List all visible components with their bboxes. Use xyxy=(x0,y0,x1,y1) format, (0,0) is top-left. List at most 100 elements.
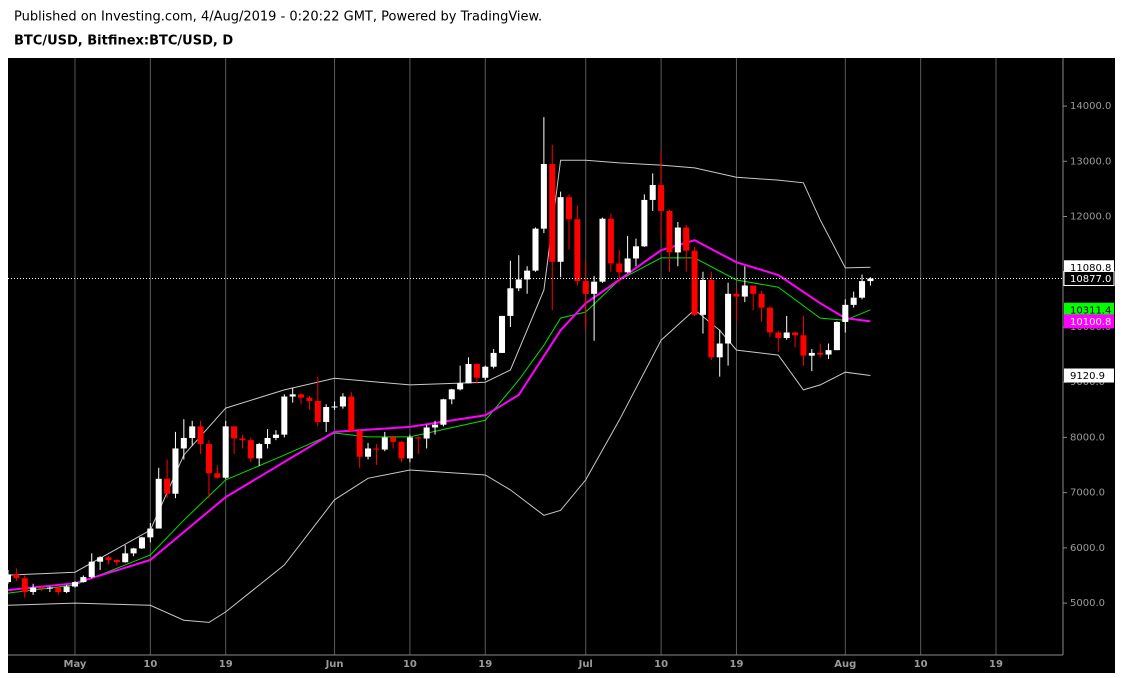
candle-body xyxy=(783,332,790,338)
axes: May 10 19 Jun 10 19 Jul 10 19 Aug 10 19 5000.0 6000.0… xyxy=(64,101,1115,670)
y-tick-label: 6000.0 xyxy=(1070,543,1105,554)
y-tick-label: 13000.0 xyxy=(1070,156,1111,167)
candle-body xyxy=(80,577,87,583)
candle-body xyxy=(381,437,388,450)
candle-body xyxy=(482,366,489,378)
x-tick-label: 10 xyxy=(143,659,157,670)
candle-body xyxy=(524,270,531,280)
candle-body xyxy=(800,335,807,356)
indicator-line xyxy=(8,239,871,592)
candle-body xyxy=(699,280,706,315)
candle-body xyxy=(465,363,472,384)
candle-body xyxy=(105,557,112,561)
x-tick-label: 19 xyxy=(478,659,492,670)
candle-body xyxy=(741,285,748,297)
candle-body xyxy=(298,394,305,398)
candle-body xyxy=(373,448,380,450)
candle-body xyxy=(691,250,698,315)
price-tag-label: 11080.8 xyxy=(1070,263,1111,274)
candle-body xyxy=(264,437,271,445)
candle-body xyxy=(775,332,782,338)
candle-body xyxy=(180,437,187,449)
candle-body xyxy=(423,427,430,439)
candle-body xyxy=(256,444,263,459)
candle-body xyxy=(122,553,129,563)
candle-body xyxy=(197,426,204,445)
candle-body xyxy=(616,263,623,273)
x-tick-label: Jul xyxy=(578,659,593,670)
x-tick-label: 19 xyxy=(219,659,233,670)
candle-body xyxy=(792,332,799,336)
candle-body xyxy=(532,228,539,271)
candle-body xyxy=(323,407,330,422)
candle-body xyxy=(448,389,455,400)
candle-body xyxy=(348,396,355,431)
candle-body xyxy=(289,394,296,397)
candle-body xyxy=(46,587,53,589)
candle-body xyxy=(708,280,715,358)
candle-body xyxy=(766,307,773,333)
candle-body xyxy=(591,281,598,294)
candle-body xyxy=(205,444,212,474)
candle-body xyxy=(172,448,179,494)
indicator-line xyxy=(8,257,871,594)
candle-body xyxy=(716,343,723,358)
y-tick-label: 8000.0 xyxy=(1070,432,1105,443)
x-tick-label: 19 xyxy=(989,659,1003,670)
candle-body xyxy=(30,587,37,593)
candle-body xyxy=(867,278,874,282)
candle-body xyxy=(549,164,556,262)
chart-title: BTC/USD, Bitfinex:BTC/USD, D xyxy=(14,34,233,49)
y-tick-label: 9000.0 xyxy=(1070,377,1105,388)
indicator-line xyxy=(8,309,871,623)
candle-body xyxy=(406,437,413,459)
candle-body xyxy=(214,473,221,478)
candle-body xyxy=(231,426,238,439)
candle-body xyxy=(833,321,840,351)
candle-body xyxy=(164,478,171,494)
x-tick-label: 10 xyxy=(403,659,417,670)
candle-body xyxy=(331,406,338,408)
y-tick-label: 12000.0 xyxy=(1070,212,1111,223)
candle-body xyxy=(507,288,514,316)
candle-body xyxy=(733,293,740,297)
candle-body xyxy=(498,315,506,353)
candle-body xyxy=(189,426,196,438)
chart-background xyxy=(8,58,1115,673)
plot-area xyxy=(8,58,1063,655)
candle-body xyxy=(674,227,681,253)
candle-body xyxy=(607,218,614,264)
candle-body xyxy=(565,197,573,220)
candle-body xyxy=(490,352,497,367)
candle-body xyxy=(582,281,589,294)
price-tag-label: 10877.0 xyxy=(1070,274,1111,285)
x-tick-label: 10 xyxy=(914,659,928,670)
price-tag-label: 9120.9 xyxy=(1070,371,1105,382)
candle-body xyxy=(825,350,832,355)
candle-body xyxy=(130,548,137,554)
candle-body xyxy=(574,219,581,282)
x-tick-label: Aug xyxy=(834,659,856,670)
candle-body xyxy=(356,430,363,457)
candle-body xyxy=(281,396,288,435)
candle-body xyxy=(365,448,372,457)
candle-body xyxy=(147,528,154,538)
candle-body xyxy=(540,164,547,229)
candle-body xyxy=(55,587,62,593)
x-tick-label: 19 xyxy=(729,659,743,670)
candle-body xyxy=(222,426,229,478)
candle-body xyxy=(850,297,857,305)
candle-body xyxy=(8,574,12,583)
price-tag-box xyxy=(1064,260,1114,275)
y-tick-label: 14000.0 xyxy=(1070,101,1111,112)
publisher-line: Published on Investing.com, 4/Aug/2019 -… xyxy=(14,10,542,25)
x-tick-label: Jun xyxy=(325,659,344,670)
candle-body xyxy=(71,582,78,587)
candle-body xyxy=(624,258,631,273)
candle-body xyxy=(97,557,104,562)
candle-body xyxy=(649,185,656,200)
y-tick-label: 7000.0 xyxy=(1070,488,1105,499)
price-tag-label: 10311.4 xyxy=(1070,305,1111,316)
candle-body xyxy=(457,383,464,390)
